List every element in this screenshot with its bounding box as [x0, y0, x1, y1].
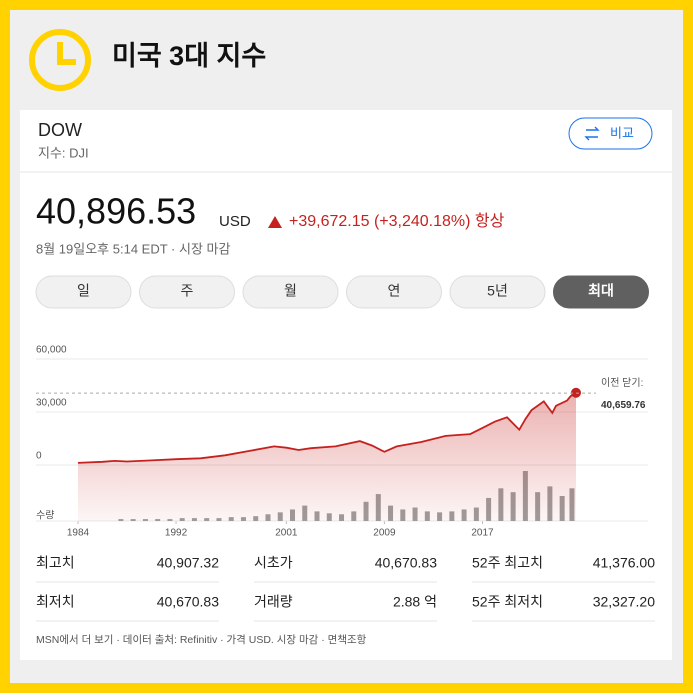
previous-close-label: 이전 닫기: [601, 377, 643, 389]
tab[interactable] [346, 275, 442, 309]
tabs: 일 주 월 연 5년 최대 [35, 275, 649, 309]
card [20, 110, 672, 660]
price: 40,896.53 [36, 191, 196, 232]
y-tick-label: 30,000 [36, 398, 67, 409]
tab-label[interactable]: 연 [388, 283, 401, 299]
timestamp: 8월 19일오후 5:14 EDT · 시장 마감 [36, 241, 230, 256]
stat-value: 41,376.00 [593, 555, 655, 571]
tab-label[interactable]: 일 [77, 283, 90, 299]
symbol: 지수: DJI [38, 145, 89, 160]
stat-value: 40,907.32 [157, 555, 219, 571]
change: +39,672.15 (+3,240.18%) 항상 [289, 212, 505, 230]
tab-label[interactable]: 주 [181, 283, 194, 299]
x-tick-label: 2017 [471, 528, 494, 539]
tab[interactable] [553, 275, 649, 309]
stat-label: 52주 최고치 [472, 555, 543, 571]
clock-icon [29, 29, 91, 91]
compare-outline[interactable] [568, 117, 653, 150]
compare-label[interactable]: 비교 [610, 125, 634, 140]
y-tick-label: 60,000 [36, 345, 67, 356]
x-tick-label: 2001 [275, 528, 298, 539]
volume-label: 수량 [36, 510, 54, 522]
stat-value: 40,670.83 [375, 555, 437, 571]
tab-label[interactable]: 월 [284, 283, 297, 299]
currency: USD [219, 213, 251, 230]
footer: MSN에서 더 보기 · 데이터 출처: Refinitiv · 가격 USD.… [36, 633, 367, 646]
tab[interactable] [242, 275, 339, 309]
tab[interactable] [35, 275, 132, 309]
stat-label: 최저치 [36, 594, 75, 610]
y-tick-label: 0 [36, 451, 42, 462]
stat-value: 40,670.83 [157, 594, 219, 610]
previous-close-value: 40,659.76 [601, 400, 646, 411]
compare-icon [584, 126, 600, 141]
tab[interactable] [139, 275, 235, 309]
tab-label[interactable]: 5년 [487, 283, 508, 299]
x-tick-label: 1992 [165, 528, 188, 539]
stat-label: 최고치 [36, 555, 75, 571]
index-name: DOW [38, 120, 82, 140]
compare-button[interactable]: 비교 [568, 117, 653, 150]
x-tick-label: 2009 [373, 528, 396, 539]
clock-hands [57, 42, 76, 65]
up-arrow [268, 216, 282, 228]
chart: 0 30,000 60,000 1984 1992 2001 2009 2017 수량 이전 닫기… [36, 345, 648, 539]
x-tick-label: 1984 [67, 528, 90, 539]
stat-value: 2.88 억 [393, 594, 437, 610]
price-line [77, 391, 577, 464]
stat-value: 32,327.20 [593, 594, 655, 610]
tab[interactable] [449, 275, 546, 309]
area [78, 392, 576, 521]
stat-label: 52주 최저치 [472, 594, 543, 610]
stats: 최고치 40,907.32 시초가 40,670.83 52주 최고치 41,376.00… [36, 555, 655, 622]
tab-label[interactable]: 최대 [588, 283, 614, 299]
page-title: 미국 3대 지수 [112, 41, 266, 71]
stat-label: 거래량 [254, 594, 293, 610]
stat-label: 시초가 [254, 555, 293, 571]
